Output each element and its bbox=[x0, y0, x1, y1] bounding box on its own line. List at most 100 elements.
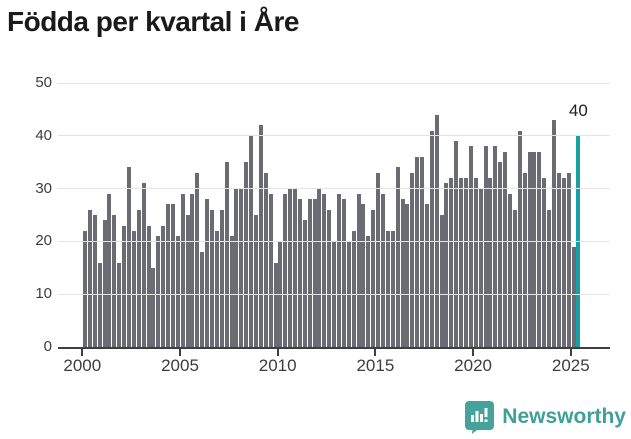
quarter-bar bbox=[205, 199, 210, 347]
x-axis-tick-2025 bbox=[569, 347, 572, 356]
quarter-bar bbox=[253, 215, 258, 347]
y-axis-label-0: 0 bbox=[43, 338, 52, 355]
quarter-bar bbox=[307, 199, 312, 347]
x-axis-label-2010: 2010 bbox=[258, 356, 297, 375]
quarter-bar bbox=[92, 215, 97, 347]
quarter-bar bbox=[439, 215, 444, 347]
quarter-bar bbox=[273, 262, 278, 347]
quarter-bar bbox=[464, 178, 469, 347]
newsworthy-brand-link[interactable]: Newsworthy bbox=[465, 400, 626, 434]
quarter-bar bbox=[483, 146, 488, 347]
x-axis-label-2015: 2015 bbox=[356, 356, 395, 375]
quarter-bar bbox=[180, 193, 185, 347]
quarter-bar bbox=[424, 204, 429, 347]
x-axis-tick-2000 bbox=[81, 347, 84, 356]
quarter-bar bbox=[390, 230, 395, 347]
quarter-bar bbox=[219, 209, 224, 347]
quarter-bar bbox=[190, 193, 195, 347]
quarter-bar bbox=[156, 236, 161, 347]
gridline-20 bbox=[58, 240, 610, 242]
quarter-bar bbox=[244, 162, 249, 347]
quarter-bar bbox=[107, 193, 112, 347]
y-axis-label-10: 10 bbox=[35, 285, 52, 303]
quarter-bar bbox=[556, 172, 561, 347]
quarter-bar bbox=[327, 209, 332, 347]
quarter-bar bbox=[420, 156, 425, 347]
quarter-bar bbox=[293, 188, 298, 347]
y-axis-label-50: 50 bbox=[35, 74, 52, 91]
gridline-10 bbox=[58, 293, 610, 295]
quarter-bar bbox=[195, 172, 200, 347]
quarter-bar bbox=[503, 151, 508, 347]
quarter-bar bbox=[97, 262, 102, 347]
x-axis-label-2025: 2025 bbox=[551, 356, 590, 375]
quarter-bar bbox=[498, 162, 503, 347]
quarter-bar bbox=[351, 230, 356, 347]
quarter-bar bbox=[229, 236, 234, 347]
quarter-bar bbox=[337, 193, 342, 347]
quarter-bar bbox=[166, 204, 171, 347]
quarter-bar bbox=[312, 199, 317, 347]
quarter-bar bbox=[376, 172, 381, 347]
quarter-bar bbox=[459, 178, 464, 347]
quarter-bar bbox=[454, 141, 459, 347]
quarter-bar bbox=[551, 119, 556, 347]
quarter-bar bbox=[361, 204, 366, 347]
y-axis-label-20: 20 bbox=[35, 232, 52, 250]
quarter-bar bbox=[449, 178, 454, 347]
quarter-bar bbox=[571, 246, 576, 347]
quarter-bar bbox=[239, 188, 244, 347]
quarter-bar bbox=[415, 156, 420, 347]
quarter-bar bbox=[478, 188, 483, 347]
quarter-bar bbox=[141, 183, 146, 347]
quarter-bar bbox=[488, 178, 493, 347]
quarter-bar bbox=[522, 172, 527, 347]
quarter-bar bbox=[434, 114, 439, 347]
quarter-bar bbox=[512, 209, 517, 347]
quarter-bar bbox=[542, 178, 547, 347]
quarter-bar bbox=[200, 251, 205, 347]
quarter-bar bbox=[112, 215, 117, 347]
quarter-bar bbox=[185, 215, 190, 347]
quarter-bar bbox=[122, 225, 127, 347]
quarter-bar bbox=[83, 230, 87, 347]
quarter-bar bbox=[268, 193, 273, 347]
quarter-bar bbox=[371, 209, 376, 347]
y-axis-label-40: 40 bbox=[35, 126, 52, 144]
quarter-bar bbox=[87, 209, 92, 347]
quarter-bar bbox=[258, 125, 263, 347]
quarter-bar bbox=[473, 178, 478, 347]
quarter-bar bbox=[224, 162, 229, 347]
quarter-bar bbox=[468, 146, 473, 347]
newsworthy-logo-icon bbox=[465, 400, 495, 434]
quarter-bar bbox=[395, 167, 400, 347]
quarter-bar bbox=[288, 188, 293, 347]
gridline-30 bbox=[58, 188, 610, 190]
quarter-bar bbox=[532, 151, 537, 347]
last-bar-value-label: 40 bbox=[568, 101, 588, 120]
quarter-bar bbox=[547, 209, 552, 347]
gridline-50 bbox=[58, 82, 610, 84]
quarter-bar bbox=[170, 204, 175, 347]
quarter-bar bbox=[210, 209, 214, 347]
quarter-bar bbox=[566, 172, 571, 347]
x-axis-label-2000: 2000 bbox=[63, 356, 102, 375]
quarter-bar bbox=[366, 236, 371, 347]
quarter-bar bbox=[151, 267, 156, 347]
x-axis-tick-2005 bbox=[179, 347, 181, 356]
x-axis-tick-2020 bbox=[472, 347, 475, 356]
quarter-bar bbox=[507, 193, 512, 347]
x-axis-tick-2010 bbox=[276, 347, 279, 356]
quarter-bar bbox=[297, 199, 302, 347]
quarter-bar bbox=[283, 193, 288, 347]
quarter-bar bbox=[527, 151, 532, 347]
x-axis-label-2020: 2020 bbox=[454, 356, 492, 375]
x-axis-tick-2015 bbox=[374, 347, 377, 356]
quarter-bar bbox=[356, 193, 361, 347]
quarter-bar bbox=[341, 199, 346, 347]
gridline-40 bbox=[58, 135, 610, 137]
quarter-bar bbox=[493, 146, 498, 347]
quarter-bar bbox=[385, 230, 390, 347]
quarter-bar bbox=[126, 167, 131, 347]
quarter-bar bbox=[537, 151, 542, 347]
